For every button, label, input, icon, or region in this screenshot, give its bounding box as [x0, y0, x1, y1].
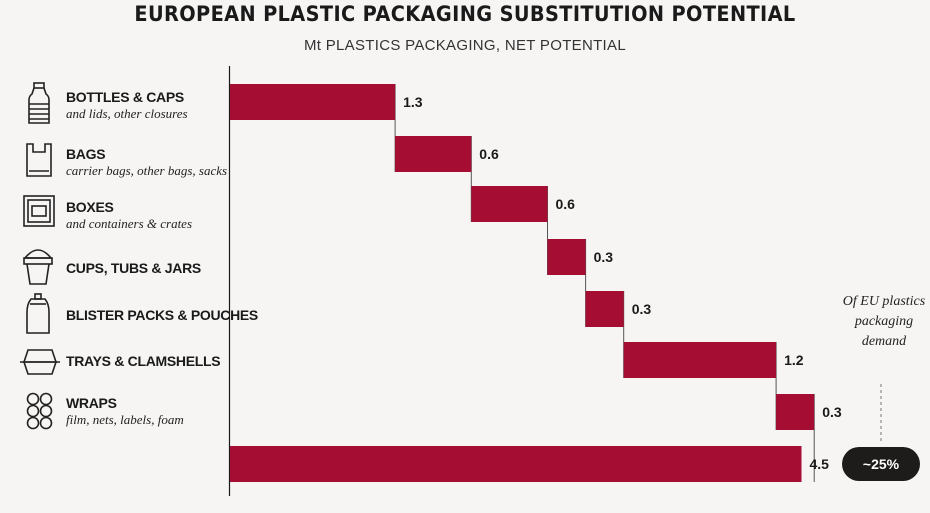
category-name: CUPS, TUBS & JARS — [66, 260, 201, 276]
clamshell-icon — [20, 349, 60, 375]
category-name: BAGS — [66, 146, 106, 162]
category-desc: and containers & crates — [66, 216, 193, 231]
annotation-note: Of EU plastics packaging demand — [842, 294, 926, 349]
category-name: BLISTER PACKS & POUCHES — [66, 307, 258, 323]
bar-segment — [471, 186, 548, 222]
value-label: 1.3 — [403, 94, 423, 110]
pouch-icon — [26, 293, 50, 334]
category-desc: carrier bags, other bags, sacks — [66, 163, 228, 178]
value-label: 1.2 — [784, 352, 804, 368]
bars-layer: 1.3 0.6 0.6 0.3 0.3 1.2 0.3 4.5 — [230, 84, 842, 482]
value-label: 4.5 — [810, 456, 830, 472]
bar-segment — [585, 291, 624, 327]
bar-segment — [623, 342, 777, 378]
category-desc: and lids, other closures — [66, 106, 188, 121]
bar-segment — [547, 239, 586, 275]
chart-subtitle: Mt PLASTICS PACKAGING, NET POTENTIAL — [304, 37, 626, 54]
value-label: 0.6 — [556, 196, 576, 212]
bar-segment — [395, 136, 472, 172]
category-name: BOXES — [66, 199, 114, 215]
value-label: 0.6 — [479, 146, 499, 162]
value-label: 0.3 — [594, 249, 614, 265]
category-name: WRAPS — [66, 395, 117, 411]
chart-title: EUROPEAN PLASTIC PACKAGING SUBSTITUTION … — [134, 2, 796, 26]
bar-segment — [230, 84, 396, 120]
bottle-icon — [28, 82, 50, 124]
box-icon — [23, 195, 55, 227]
percentage-badge: ~25% — [842, 447, 920, 481]
bag-icon — [26, 143, 52, 177]
wraps-icon — [26, 392, 53, 430]
category-desc: film, nets, labels, foam — [66, 412, 184, 427]
cup-icon — [23, 249, 53, 285]
bar-total — [230, 446, 802, 482]
category-name: BOTTLES & CAPS — [66, 89, 184, 105]
bar-segment — [776, 394, 815, 430]
value-label: 0.3 — [822, 404, 842, 420]
value-label: 0.3 — [632, 301, 652, 317]
category-name: TRAYS & CLAMSHELLS — [66, 353, 221, 369]
